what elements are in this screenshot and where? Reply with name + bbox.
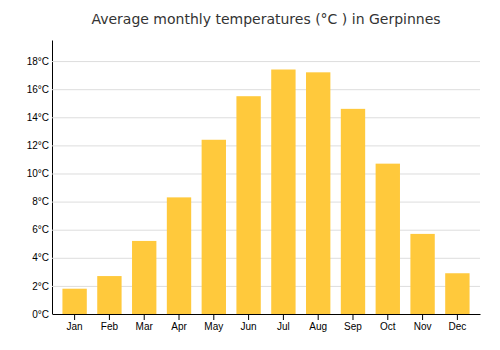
bar xyxy=(202,140,226,314)
grid-line xyxy=(52,173,480,174)
x-tick-mark xyxy=(352,314,353,320)
bar xyxy=(306,72,330,314)
x-tick-mark xyxy=(457,314,458,320)
x-tick-mark xyxy=(179,314,180,320)
y-tick-label: 12°C xyxy=(27,140,49,151)
y-tick-label: 0°C xyxy=(32,309,49,320)
bar xyxy=(271,70,295,314)
x-tick: Apr xyxy=(171,314,187,332)
grid-line xyxy=(52,202,480,203)
x-tick-mark xyxy=(318,314,319,320)
x-tick: Jul xyxy=(277,314,290,332)
x-tick-label: Jul xyxy=(277,321,290,332)
bar xyxy=(132,241,156,314)
x-tick: May xyxy=(204,314,223,332)
x-tick: Mar xyxy=(136,314,154,332)
bar xyxy=(236,96,260,314)
plot: 0°C 2°C 4°C 6°C 8°C 10°C 12°C 14°C 16°C 18°C Jan Fe… xyxy=(27,41,481,333)
grid-line xyxy=(52,89,480,90)
y-tick-label: 14°C xyxy=(27,112,49,123)
x-tick-label: Dec xyxy=(448,321,466,332)
bar xyxy=(445,273,469,314)
x-tick-label: Oct xyxy=(380,321,396,332)
x-tick-mark xyxy=(248,314,249,320)
grid-line xyxy=(52,117,480,118)
grid-line xyxy=(52,230,480,231)
y-tick-label: 8°C xyxy=(32,196,49,207)
x-tick-label: Nov xyxy=(414,321,432,332)
grid-line xyxy=(52,145,480,146)
x-tick-mark xyxy=(283,314,284,320)
bars xyxy=(62,70,469,314)
x-tick-mark xyxy=(387,314,388,320)
x-tick-label: Sep xyxy=(344,321,362,332)
y-tick-label: 6°C xyxy=(32,224,49,235)
x-tick-mark xyxy=(109,314,110,320)
x-tick: Oct xyxy=(380,314,396,332)
x-tick-label: Jun xyxy=(241,321,257,332)
bar xyxy=(97,276,121,314)
x-axis: Jan Feb Mar Apr May Jun Jul Aug Sep Oct Nov Dec xyxy=(53,314,481,332)
grid-line xyxy=(52,314,480,315)
x-tick: Jun xyxy=(241,314,257,332)
y-tick: 16°C xyxy=(27,84,480,95)
x-tick: Dec xyxy=(448,314,466,332)
x-tick: Sep xyxy=(344,314,362,332)
x-tick-mark xyxy=(422,314,423,320)
y-tick-label: 16°C xyxy=(27,84,49,95)
y-axis: 0°C 2°C 4°C 6°C 8°C 10°C 12°C 14°C 16°C 18°C xyxy=(27,41,480,320)
x-tick-mark xyxy=(213,314,214,320)
y-tick-label: 10°C xyxy=(27,168,49,179)
x-tick: Jan xyxy=(67,314,83,332)
y-tick-label: 18°C xyxy=(27,56,49,67)
bar xyxy=(376,164,400,314)
chart: 0°C 2°C 4°C 6°C 8°C 10°C 12°C 14°C 16°C 18°C Jan Fe… xyxy=(0,0,500,350)
x-tick-label: Jan xyxy=(67,321,83,332)
bar xyxy=(410,234,434,314)
bar xyxy=(167,197,191,314)
x-tick: Nov xyxy=(414,314,432,332)
x-tick-label: Feb xyxy=(101,321,119,332)
x-axis-line xyxy=(53,314,481,315)
grid-line xyxy=(52,61,480,62)
x-tick-mark xyxy=(144,314,145,320)
y-tick-label: 2°C xyxy=(32,281,49,292)
x-tick-label: Aug xyxy=(309,321,327,332)
bar xyxy=(341,109,365,314)
x-tick-mark xyxy=(74,314,75,320)
x-tick-label: May xyxy=(204,321,223,332)
y-tick-label: 4°C xyxy=(32,252,49,263)
bar xyxy=(62,289,86,314)
x-tick: Feb xyxy=(101,314,119,332)
x-tick-label: Apr xyxy=(171,321,187,332)
y-axis-line xyxy=(52,41,53,315)
y-tick: 18°C xyxy=(27,56,480,67)
x-tick: Aug xyxy=(309,314,327,332)
title: Average monthly temperatures (°C ) in Ge… xyxy=(91,11,440,27)
x-tick-label: Mar xyxy=(136,321,154,332)
